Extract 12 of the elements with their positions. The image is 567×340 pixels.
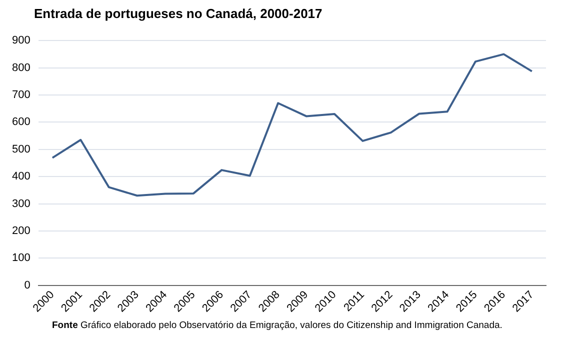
y-tick-label: 100 <box>12 252 30 264</box>
y-tick-label: 0 <box>24 279 30 292</box>
y-tick-label: 400 <box>12 170 30 183</box>
y-tick-label: 200 <box>12 225 30 237</box>
y-tick-label: 800 <box>12 62 30 74</box>
y-tick-label: 500 <box>12 143 30 156</box>
y-tick-label: 300 <box>12 198 30 210</box>
y-tick-label: 700 <box>12 89 30 102</box>
source-note: Fonte Gráfico elaborado pelo Observatório da Emigração, valores do Citizenship and Immigration Canada. <box>52 320 502 331</box>
y-tick-label: 600 <box>12 116 30 128</box>
chart-title: Entrada de portugueses no Canadá, 2000-2017 <box>34 6 322 21</box>
y-tick-label: 900 <box>12 34 30 47</box>
